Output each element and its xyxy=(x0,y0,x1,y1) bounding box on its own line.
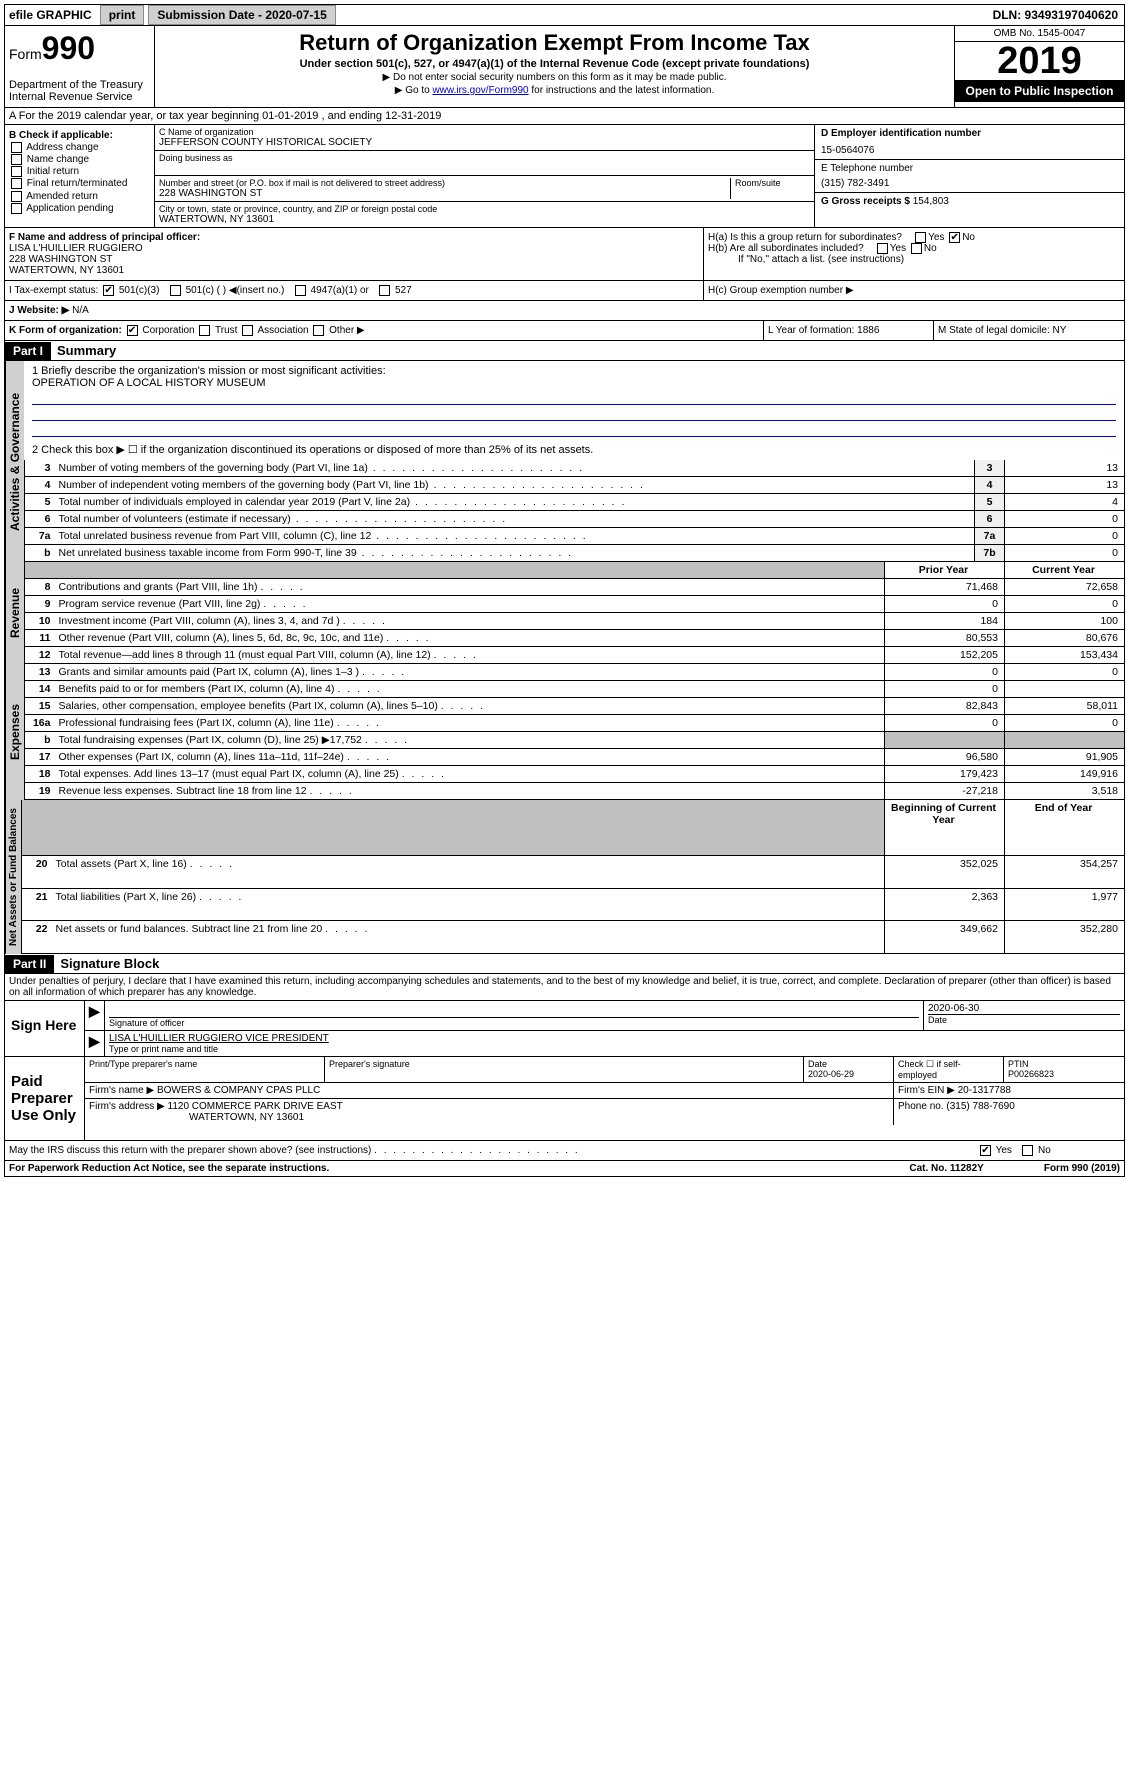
discuss-row: May the IRS discuss this return with the… xyxy=(4,1141,1125,1161)
h-a: H(a) Is this a group return for subordin… xyxy=(708,232,1120,243)
open-public: Open to Public Inspection xyxy=(955,80,1124,102)
h-c: H(c) Group exemption number ▶ xyxy=(704,281,1124,300)
row-j: J Website: ▶ N/A xyxy=(4,301,1125,321)
vtab-governance: Activities & Governance xyxy=(5,361,24,562)
efile-label: efile GRAPHIC xyxy=(5,6,96,24)
form-header: Form990 Department of the Treasury Inter… xyxy=(4,26,1125,108)
checkbox-row: Application pending xyxy=(9,203,150,214)
perjury-statement: Under penalties of perjury, I declare th… xyxy=(4,974,1125,1001)
paid-preparer-section: Paid Preparer Use Only Print/Type prepar… xyxy=(4,1057,1125,1141)
vtab-netassets: Net Assets or Fund Balances xyxy=(5,800,21,954)
h-b-note: If "No," attach a list. (see instruction… xyxy=(708,254,1120,265)
checkbox-row: Amended return xyxy=(9,191,150,202)
checkbox-row: Address change xyxy=(9,142,150,153)
state-domicile: M State of legal domicile: NY xyxy=(934,321,1124,340)
top-bar: efile GRAPHIC print Submission Date - 20… xyxy=(4,4,1125,26)
checkbox-row: Final return/terminated xyxy=(9,178,150,189)
org-city: WATERTOWN, NY 13601 xyxy=(159,214,810,225)
netassets-table: Beginning of Current Year End of Year20 … xyxy=(21,800,1125,954)
checkbox-row: Initial return xyxy=(9,166,150,177)
form-title: Return of Organization Exempt From Incom… xyxy=(159,30,950,56)
department: Department of the Treasury Internal Reve… xyxy=(9,79,150,103)
box-b: B Check if applicable: Address change Na… xyxy=(5,125,155,227)
vtab-expenses: Expenses xyxy=(5,664,24,800)
org-name: JEFFERSON COUNTY HISTORICAL SOCIETY xyxy=(159,137,810,148)
checkbox-row: Name change xyxy=(9,154,150,165)
identity-section: B Check if applicable: Address change Na… xyxy=(4,125,1125,228)
part-i-header: Part I Summary xyxy=(4,341,1125,361)
expenses-section: Expenses 13 Grants and similar amounts p… xyxy=(4,664,1125,800)
mission-text: OPERATION OF A LOCAL HISTORY MUSEUM xyxy=(32,377,1116,389)
firm-name: BOWERS & COMPANY CPAS PLLC xyxy=(157,1085,320,1096)
row-k: K Form of organization: Corporation Trus… xyxy=(4,321,1125,341)
vtab-revenue: Revenue xyxy=(5,562,24,664)
note-ssn: ▶ Do not enter social security numbers o… xyxy=(159,72,950,83)
dln: DLN: 93493197040620 xyxy=(987,6,1124,24)
org-address: 228 WASHINGTON ST xyxy=(159,188,730,199)
line-a: A For the 2019 calendar year, or tax yea… xyxy=(4,108,1125,125)
year-formation: L Year of formation: 1886 xyxy=(764,321,934,340)
officer-print-name: LISA L'HUILLIER RUGGIERO VICE PRESIDENT xyxy=(109,1033,1120,1044)
phone: (315) 782-3491 xyxy=(821,178,1118,189)
h-b: H(b) Are all subordinates included? Yes … xyxy=(708,243,1120,254)
part-ii-header: Part II Signature Block xyxy=(4,954,1125,974)
tax-year: 2019 xyxy=(955,42,1124,80)
gross-receipts: 154,803 xyxy=(913,196,949,207)
form-subtitle: Under section 501(c), 527, or 4947(a)(1)… xyxy=(159,58,950,70)
irs-link[interactable]: www.irs.gov/Form990 xyxy=(432,85,528,96)
revenue-section: Revenue Prior Year Current Year8 Contrib… xyxy=(4,562,1125,664)
form-number: Form990 xyxy=(9,30,150,67)
officer-name: LISA L'HUILLIER RUGGIERO xyxy=(9,243,699,254)
row-i: I Tax-exempt status: 501(c)(3) 501(c) ( … xyxy=(4,281,1125,301)
expenses-table: 13 Grants and similar amounts paid (Part… xyxy=(24,664,1125,800)
ein: 15-0564076 xyxy=(821,145,1118,156)
footer: For Paperwork Reduction Act Notice, see … xyxy=(4,1161,1125,1177)
governance-table: 3 Number of voting members of the govern… xyxy=(24,460,1125,562)
note-link: ▶ Go to www.irs.gov/Form990 for instruct… xyxy=(159,85,950,96)
sign-here-section: Sign Here ▶ Signature of officer 2020-06… xyxy=(4,1001,1125,1057)
governance-section: Activities & Governance 1 Briefly descri… xyxy=(4,361,1125,562)
website: N/A xyxy=(72,305,89,316)
print-button[interactable]: print xyxy=(100,5,145,25)
revenue-table: Prior Year Current Year8 Contributions a… xyxy=(24,562,1125,664)
box-right: D Employer identification number 15-0564… xyxy=(814,125,1124,227)
row-f-h: F Name and address of principal officer:… xyxy=(4,228,1125,281)
check-501c3 xyxy=(103,285,114,296)
submission-date: Submission Date - 2020-07-15 xyxy=(148,5,335,25)
sign-date: 2020-06-30 xyxy=(928,1003,1120,1014)
netassets-section: Net Assets or Fund Balances Beginning of… xyxy=(4,800,1125,954)
box-c: C Name of organization JEFFERSON COUNTY … xyxy=(155,125,814,227)
